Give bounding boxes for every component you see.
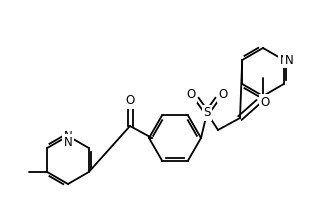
Text: S: S (203, 107, 211, 120)
Text: O: O (126, 94, 135, 107)
Text: N: N (285, 54, 293, 66)
Text: N: N (64, 135, 72, 148)
Text: O: O (186, 89, 196, 102)
Text: O: O (218, 89, 228, 102)
Text: N: N (64, 130, 72, 143)
Text: N: N (280, 54, 288, 66)
Text: O: O (260, 95, 269, 108)
